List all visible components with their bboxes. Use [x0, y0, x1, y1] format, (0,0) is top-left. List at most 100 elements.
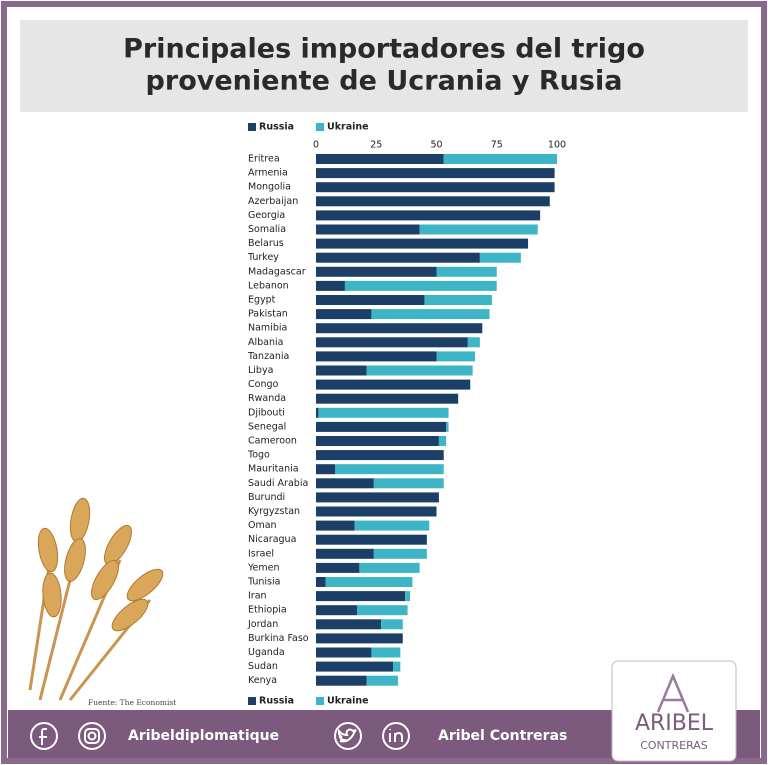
legend-swatch: [316, 123, 324, 131]
legend-swatch: [316, 697, 324, 705]
author-name: Aribel Contreras: [438, 728, 567, 744]
category-label: Madagascar: [248, 266, 306, 277]
category-label: Eritrea: [248, 154, 280, 165]
category-label: Togo: [247, 450, 270, 461]
category-label: Mauritania: [248, 464, 299, 475]
bar-segment: [316, 492, 439, 503]
category-label: Belarus: [248, 238, 284, 249]
bar-segment: [438, 436, 447, 446]
bar-segment: [371, 309, 490, 320]
category-label: Albania: [248, 337, 283, 348]
category-label: Kenya: [248, 675, 277, 686]
bar-segment: [316, 295, 425, 305]
category-label: Namibia: [248, 323, 287, 334]
bar-segment: [316, 154, 444, 164]
category-label: Congo: [248, 379, 278, 390]
bar-segment: [316, 534, 427, 545]
category-label: Nicaragua: [248, 534, 296, 545]
category-label: Saudi Arabia: [248, 478, 308, 489]
bar-segment: [316, 562, 360, 573]
bar-segment: [316, 337, 468, 348]
bar-segment: [316, 224, 420, 235]
bar-segment: [354, 520, 430, 531]
x-tick-label: 0: [313, 140, 319, 151]
x-tick-label: 75: [491, 140, 503, 151]
category-label: Israel: [248, 548, 274, 559]
bar-segment: [316, 675, 367, 686]
bar-segment: [316, 323, 483, 334]
bar-segment: [316, 633, 403, 644]
category-label: Kyrgyzstan: [248, 506, 300, 517]
category-label: Tunisia: [247, 577, 280, 588]
bar-segment: [316, 168, 555, 179]
bar-segment: [316, 647, 372, 658]
category-label: Djibouti: [248, 407, 285, 418]
bar-segment: [316, 182, 555, 193]
source: Fuente: The Economist: [88, 698, 176, 707]
bar-segment: [316, 280, 345, 291]
bar-segment: [446, 421, 449, 432]
bar-segment: [479, 252, 521, 263]
logo-box: [611, 660, 737, 762]
category-label: Uganda: [248, 647, 285, 658]
bar-segment: [316, 436, 439, 446]
category-label: Egypt: [248, 295, 276, 306]
bar-segment: [419, 224, 538, 235]
bar-segment: [316, 661, 394, 672]
bar-segment: [316, 393, 459, 404]
bar-segment: [373, 478, 444, 489]
bar-segment: [393, 661, 401, 672]
bar-segment: [405, 591, 410, 602]
bar-segment: [316, 238, 529, 249]
bar-segment: [316, 478, 374, 489]
category-label: Sudan: [248, 661, 278, 672]
category-label: Turkey: [247, 252, 279, 263]
bar-segment: [316, 266, 437, 277]
title-line: Principales importadores del trigo: [123, 34, 645, 65]
category-label: Jordan: [247, 619, 278, 630]
category-label: Senegal: [248, 421, 286, 432]
x-tick-label: 50: [430, 140, 442, 151]
bar-segment: [316, 196, 550, 207]
bar-segment: [335, 464, 444, 475]
bar-segment: [359, 562, 420, 573]
bar-segment: [316, 464, 336, 475]
category-label: Georgia: [248, 210, 285, 221]
category-label: Somalia: [248, 224, 286, 235]
bar-segment: [316, 548, 374, 559]
category-label: Burundi: [248, 492, 285, 503]
bar-segment: [436, 266, 497, 277]
bar-segment: [316, 252, 480, 263]
category-label: Iran: [248, 591, 267, 602]
bar-segment: [316, 506, 437, 517]
category-label: Yemen: [247, 562, 280, 573]
bar-segment: [366, 675, 398, 686]
bar-segment: [381, 619, 403, 630]
bar-segment: [316, 365, 367, 376]
bar-segment: [316, 520, 355, 531]
wheat-decoration: [28, 497, 164, 701]
social-handle: Aribeldiplomatique: [128, 728, 279, 744]
bar-segment: [467, 337, 480, 348]
category-label: Pakistan: [248, 309, 288, 320]
legend-swatch: [248, 697, 256, 705]
legend-label: Russia: [259, 122, 294, 133]
legend-label: Ukraine: [327, 122, 369, 133]
category-label: Rwanda: [248, 393, 286, 404]
bar-segment: [316, 407, 319, 418]
bar-segment: [316, 591, 406, 602]
title-line: proveniente de Ucrania y Rusia: [146, 66, 623, 97]
bar-segment: [316, 577, 326, 587]
social-icons: [30, 722, 410, 750]
legend-label: Russia: [259, 696, 294, 707]
bar-segment: [371, 647, 401, 658]
x-tick-label: 100: [548, 140, 566, 151]
logo-mark: [656, 672, 690, 713]
category-label: Azerbaijan: [248, 196, 298, 207]
category-label: Tanzania: [247, 351, 289, 362]
bar-segment: [356, 605, 408, 616]
bar-segment: [443, 154, 557, 164]
title-box: [20, 20, 748, 112]
